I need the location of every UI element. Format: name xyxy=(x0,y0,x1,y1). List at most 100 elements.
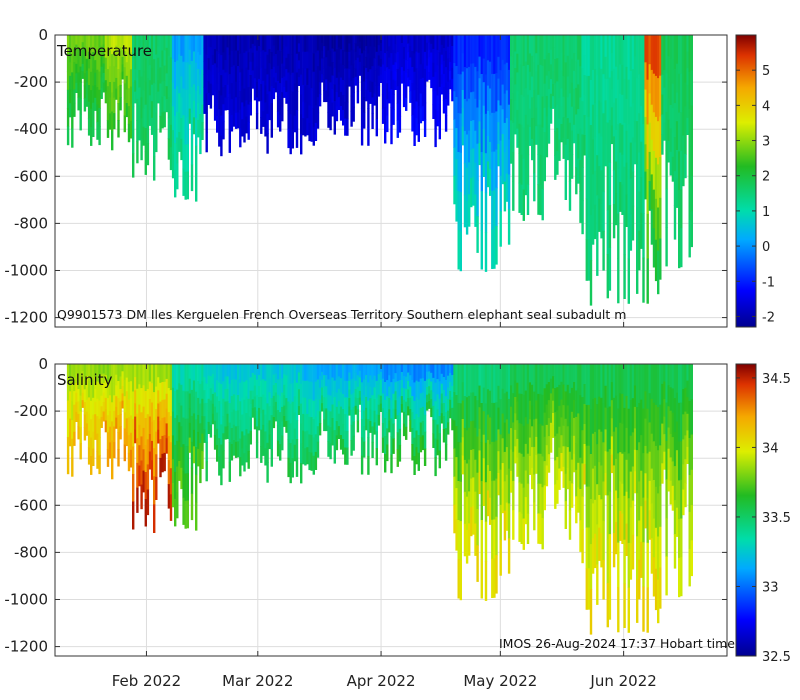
profile-cell xyxy=(318,46,322,60)
profile-cell xyxy=(234,441,238,458)
profile-cell xyxy=(161,65,164,82)
profile-cell xyxy=(79,443,82,460)
profile-cell xyxy=(430,52,433,62)
profile-cell xyxy=(514,397,517,414)
profile-cell xyxy=(394,80,397,90)
profile-column xyxy=(232,364,236,456)
profile-cell xyxy=(272,364,276,376)
profile-cell xyxy=(119,47,122,61)
profile-cell xyxy=(480,74,483,114)
profile-cell xyxy=(673,432,677,467)
profile-cell xyxy=(514,380,517,398)
profile-cell xyxy=(127,399,131,418)
profile-cell xyxy=(251,381,255,392)
profile-cell xyxy=(474,130,477,164)
profile-cell xyxy=(602,230,605,271)
profile-cell xyxy=(281,406,284,422)
profile-cell xyxy=(375,35,378,53)
profile-column xyxy=(262,364,265,456)
profile-cell xyxy=(413,437,416,457)
profile-cell xyxy=(241,414,244,432)
profile-cell xyxy=(560,453,563,472)
profile-cell xyxy=(87,414,91,432)
profile-cell xyxy=(465,397,469,431)
profile-cell xyxy=(524,470,528,498)
profile-column xyxy=(94,364,97,440)
profile-cell xyxy=(667,364,670,386)
profile-cell xyxy=(123,364,126,381)
profile-cell xyxy=(239,72,242,92)
profile-cell xyxy=(314,105,318,124)
profile-cell xyxy=(547,71,551,90)
profile-cell xyxy=(671,132,675,158)
profile-cell xyxy=(144,35,147,59)
profile-cell xyxy=(192,446,196,464)
profile-column xyxy=(375,35,378,137)
profile-cell xyxy=(636,364,639,408)
profile-cell xyxy=(474,491,477,524)
profile-cell xyxy=(119,97,122,111)
profile-cell xyxy=(503,122,507,153)
profile-cell xyxy=(539,393,542,425)
profile-cell xyxy=(684,387,687,413)
profile-cell xyxy=(71,91,74,111)
profile-cell xyxy=(432,433,435,448)
y-tick-label: -1200 xyxy=(4,309,48,327)
profile-cell xyxy=(654,157,658,200)
profile-cell xyxy=(251,79,255,89)
profile-cell xyxy=(144,418,147,446)
profile-cell xyxy=(138,104,141,123)
profile-cell xyxy=(428,386,431,395)
profile-column xyxy=(174,364,177,527)
profile-cell xyxy=(350,95,353,112)
profile-cell xyxy=(100,406,103,418)
profile-cell xyxy=(405,364,408,378)
profile-cell xyxy=(108,113,112,130)
profile-cell xyxy=(186,364,189,392)
profile-cell xyxy=(272,385,276,397)
profile-cell xyxy=(549,378,553,394)
profile-column xyxy=(411,35,414,132)
profile-cell xyxy=(535,53,538,72)
profile-cell xyxy=(394,35,397,45)
profile-cell xyxy=(510,56,513,79)
profile-cell xyxy=(192,429,196,447)
profile-cell xyxy=(251,408,255,418)
profile-cell xyxy=(92,85,95,104)
profile-cell xyxy=(127,381,131,401)
profile-cell xyxy=(98,418,101,438)
profile-cell xyxy=(157,57,160,70)
profile-cell xyxy=(325,35,328,47)
profile-cell xyxy=(625,66,628,100)
profile-cell xyxy=(159,420,162,440)
profile-cell xyxy=(197,119,200,138)
profile-cell xyxy=(253,35,257,47)
profile-cell xyxy=(354,68,357,78)
profile-cell xyxy=(302,413,305,431)
x-tick-label: Mar 2022 xyxy=(222,672,293,690)
profile-cell xyxy=(686,68,689,86)
profile-column xyxy=(648,364,651,540)
profile-cell xyxy=(316,441,320,458)
profile-cell xyxy=(155,73,158,94)
profile-cell xyxy=(94,35,97,49)
profile-cell xyxy=(117,415,120,433)
profile-cell xyxy=(163,80,166,97)
profile-cell xyxy=(510,364,513,386)
profile-cell xyxy=(587,157,591,199)
profile-column xyxy=(417,364,420,471)
profile-cell xyxy=(356,80,360,93)
profile-cell xyxy=(596,35,599,76)
profile-column xyxy=(174,35,177,198)
profile-cell xyxy=(659,75,662,117)
profile-cell xyxy=(148,381,152,400)
profile-cell xyxy=(161,112,164,129)
profile-column xyxy=(510,364,513,493)
profile-cell xyxy=(436,379,439,395)
profile-cell xyxy=(157,91,160,104)
profile-cell xyxy=(581,200,584,235)
profile-cell xyxy=(545,35,549,56)
profile-cell xyxy=(220,115,223,137)
profile-cell xyxy=(495,225,498,265)
profile-cell xyxy=(457,481,460,521)
